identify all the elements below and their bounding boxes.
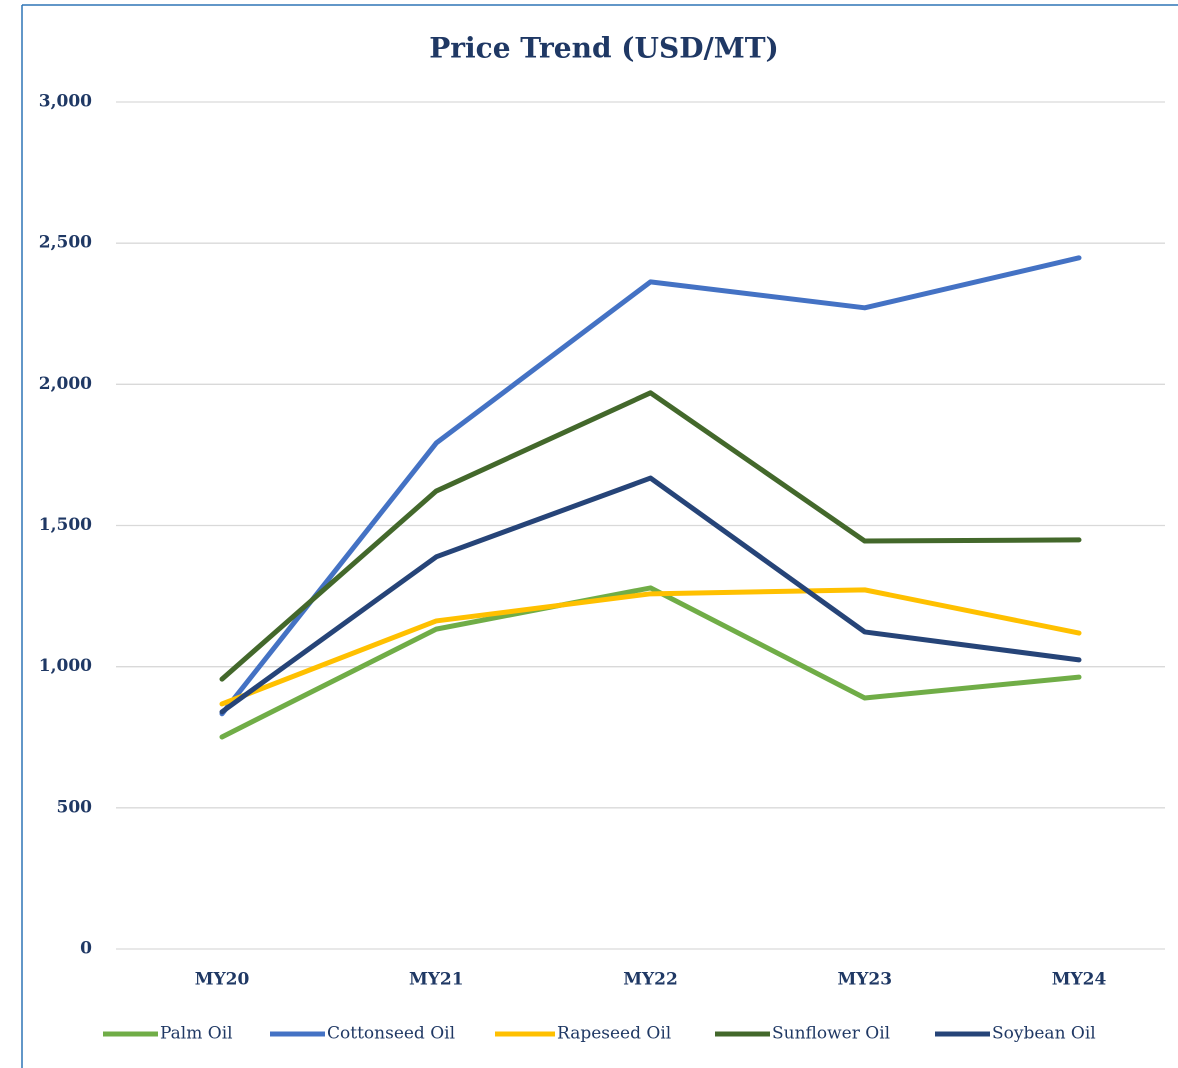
series-line [219, 390, 1082, 682]
x-tick-label: MY20 [195, 970, 250, 990]
legend-label: Cottonseed Oil [327, 1024, 455, 1044]
series-line [219, 475, 1082, 715]
x-tick-label: MY23 [837, 970, 892, 990]
chart-title: Price Trend (USD/MT) [429, 32, 779, 65]
x-tick-label: MY24 [1052, 970, 1107, 990]
y-tick-label: 0 [80, 939, 92, 959]
y-tick-label: 2,500 [39, 233, 92, 253]
legend-label: Sunflower Oil [772, 1024, 890, 1044]
y-tick-label: 1,500 [39, 515, 92, 535]
legend-label: Rapeseed Oil [557, 1024, 671, 1044]
y-tick-label: 1,000 [39, 656, 92, 676]
legend-label: Soybean Oil [992, 1024, 1096, 1044]
y-tick-label: 500 [57, 797, 93, 817]
y-tick-label: 3,000 [39, 92, 92, 112]
y-tick-label: 2,000 [39, 374, 92, 394]
legend-label: Palm Oil [160, 1024, 233, 1044]
series-line [219, 585, 1082, 740]
x-tick-label: MY22 [623, 970, 678, 990]
series-line [219, 587, 1082, 707]
series-line [219, 255, 1082, 717]
x-tick-label: MY21 [409, 970, 464, 990]
